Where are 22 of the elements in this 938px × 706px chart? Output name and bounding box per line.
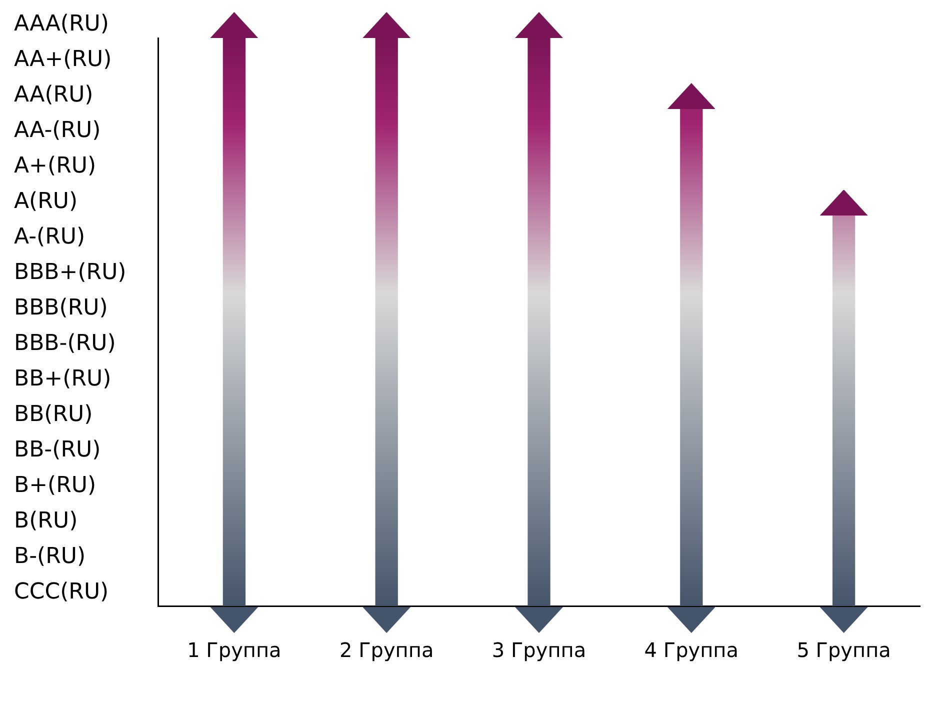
text: BB+(RU) bbox=[14, 366, 112, 392]
text: BBB(RU) bbox=[14, 296, 108, 321]
text: AAA(RU) bbox=[14, 12, 109, 37]
text: BBB-(RU) bbox=[14, 331, 116, 356]
text: BB(RU) bbox=[14, 402, 93, 428]
text: AA-(RU) bbox=[14, 118, 101, 144]
text: B(RU) bbox=[14, 508, 78, 534]
text: AA(RU) bbox=[14, 82, 94, 108]
x-tick-label: 1 Группа bbox=[187, 638, 282, 662]
x-tick-label: 4 Группа bbox=[644, 638, 739, 662]
x-tick-label: 3 Группа bbox=[492, 638, 586, 662]
text: CCC(RU) bbox=[14, 580, 109, 605]
text: A+(RU) bbox=[14, 154, 96, 179]
text: A(RU) bbox=[14, 189, 78, 214]
x-tick-label: 2 Группа bbox=[339, 638, 434, 662]
text: BBB+(RU) bbox=[14, 260, 126, 286]
text: AA+(RU) bbox=[14, 47, 112, 72]
text: B-(RU) bbox=[14, 544, 86, 570]
text: BB-(RU) bbox=[14, 438, 101, 463]
x-tick-label: 5 Группа bbox=[796, 638, 891, 662]
text: B+(RU) bbox=[14, 473, 96, 498]
text: A-(RU) bbox=[14, 224, 86, 250]
